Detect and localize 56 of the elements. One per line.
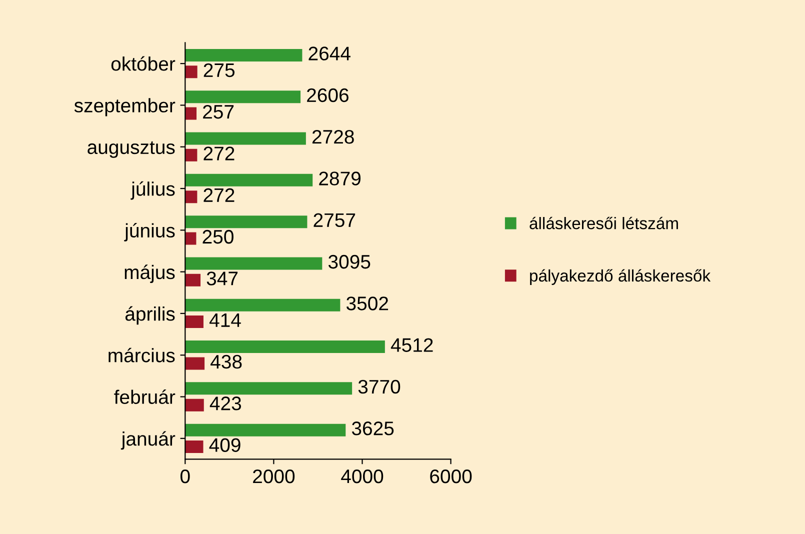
data-label: 272 bbox=[204, 188, 234, 202]
data-label: 414 bbox=[209, 313, 241, 327]
data-label: 250 bbox=[202, 230, 234, 244]
bar bbox=[185, 398, 204, 412]
bar bbox=[185, 216, 308, 228]
data-label: 3770 bbox=[358, 380, 400, 394]
y-tick-label: szeptember bbox=[74, 98, 176, 116]
bar bbox=[185, 174, 313, 186]
data-label: 2644 bbox=[308, 46, 350, 60]
bar bbox=[185, 316, 204, 328]
y-tick-label: június bbox=[124, 222, 175, 242]
bar bbox=[185, 298, 340, 312]
data-label: 4512 bbox=[390, 338, 433, 352]
data-label: 438 bbox=[210, 354, 242, 369]
data-label: 423 bbox=[210, 396, 242, 410]
y-tick-label: január bbox=[120, 431, 176, 450]
bar bbox=[185, 148, 198, 162]
x-tick-label: 0 bbox=[180, 469, 190, 484]
y-tick-label: október bbox=[111, 56, 176, 71]
x-tick-label: 6000 bbox=[430, 469, 472, 484]
data-label: 2728 bbox=[312, 130, 354, 144]
data-label: 272 bbox=[204, 146, 234, 160]
data-label: 3625 bbox=[352, 422, 394, 436]
y-tick-label: augusztus bbox=[88, 141, 175, 158]
bar bbox=[185, 90, 301, 104]
y-tick-label: február bbox=[114, 389, 176, 404]
bar bbox=[185, 424, 346, 436]
data-label: 275 bbox=[204, 63, 235, 78]
y-tick-label: március bbox=[108, 348, 175, 362]
bar bbox=[185, 382, 352, 395]
x-tick-label: 4000 bbox=[341, 469, 384, 484]
data-label: 3095 bbox=[328, 254, 370, 269]
bar bbox=[185, 190, 198, 204]
data-label: 3502 bbox=[346, 296, 388, 310]
legend-label: álláskeresői létszám bbox=[530, 216, 678, 230]
bar bbox=[185, 107, 197, 120]
data-label: 2606 bbox=[307, 88, 348, 102]
data-label: 2879 bbox=[319, 172, 361, 186]
bar bbox=[185, 274, 201, 286]
bar bbox=[185, 357, 205, 370]
legend-label: pályakezdő álláskeresők bbox=[530, 269, 711, 285]
y-tick-label: július bbox=[130, 181, 175, 200]
bar bbox=[185, 132, 306, 145]
bar bbox=[185, 66, 198, 78]
data-label: 409 bbox=[209, 438, 240, 452]
y-tick-label: május bbox=[124, 264, 175, 283]
bar bbox=[185, 232, 196, 245]
bar bbox=[185, 257, 322, 270]
bar bbox=[185, 48, 302, 62]
data-label: 347 bbox=[206, 272, 238, 286]
x-tick-label: 2000 bbox=[253, 469, 295, 484]
data-label: 2757 bbox=[314, 213, 356, 228]
bar bbox=[185, 340, 385, 354]
bar bbox=[185, 440, 204, 453]
data-label: 257 bbox=[203, 104, 234, 119]
y-tick-label: április bbox=[125, 306, 175, 325]
